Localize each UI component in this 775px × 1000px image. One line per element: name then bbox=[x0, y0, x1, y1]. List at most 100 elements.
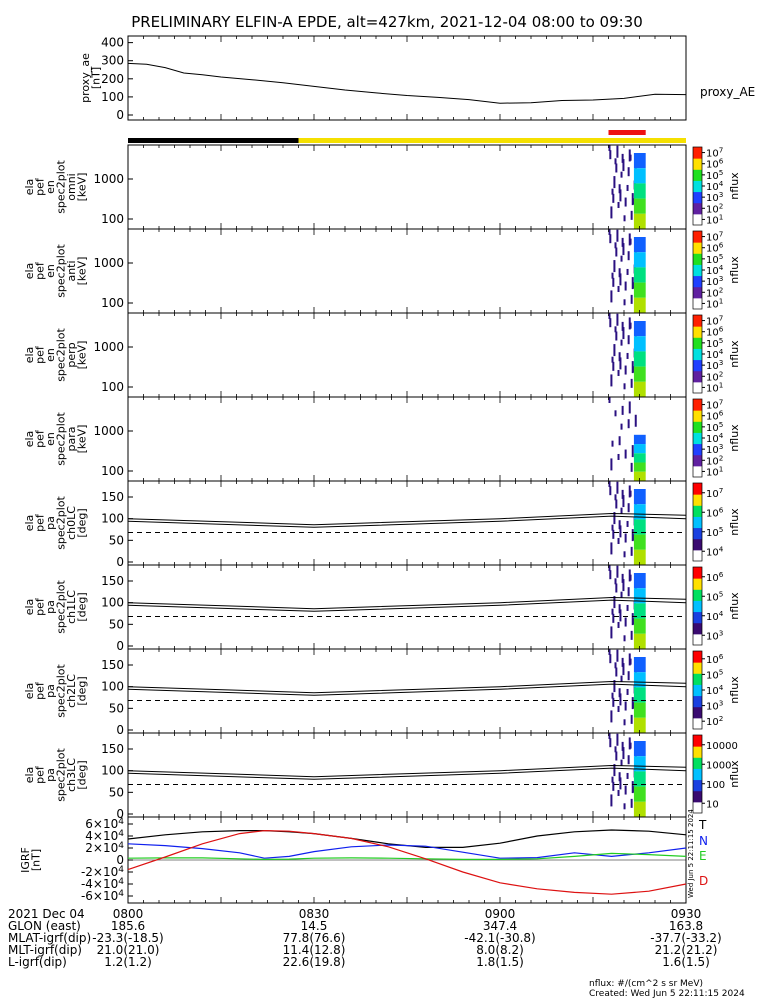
energy-spec-panel-1-pixel bbox=[629, 154, 632, 161]
pitch-spec-panel-2-pixel bbox=[615, 583, 618, 593]
pitch-spec-panel-4-pixel bbox=[608, 733, 611, 739]
energy-spec-panel-1-pixel bbox=[627, 167, 630, 177]
energy-spec-panel-4-pixel bbox=[608, 397, 611, 403]
energy-spec-panel-4-ytick-label: 100 bbox=[101, 464, 124, 478]
energy-spec-panel-4-cbar-band bbox=[693, 399, 702, 411]
energy-spec-panel-2-cbar-band bbox=[693, 275, 702, 288]
pitch-spec-panel-2-pixel bbox=[622, 579, 625, 592]
pitch-spec-panel-4-ytick-label: 50 bbox=[109, 785, 124, 799]
pitch-spec-panel-4-cbar-tick-label: 100 bbox=[706, 780, 725, 791]
pitch-spec-panel-2-pixel bbox=[611, 608, 614, 615]
energy-spec-panel-2-flux-band bbox=[633, 252, 646, 268]
energy-spec-panel-2-flux-band bbox=[633, 282, 646, 298]
energy-spec-panel-1-pixel bbox=[608, 145, 611, 151]
pitch-spec-panel-4-flux-band bbox=[633, 801, 646, 817]
energy-spec-panel-3-pixel bbox=[616, 313, 619, 326]
proxy-ae-line bbox=[127, 62, 687, 104]
energy-spec-panel-1-cbar-band bbox=[693, 169, 702, 181]
energy-spec-panel-3-flux-band bbox=[633, 366, 646, 382]
energy-spec-panel-1-flux-band bbox=[633, 168, 646, 184]
pitch-spec-panel-4-pixel bbox=[618, 772, 621, 782]
energy-spec-panel-4-pixel bbox=[624, 449, 627, 459]
energy-spec-panel-1-pixel bbox=[630, 210, 633, 220]
pitch-spec-panel-1-ylabel-line: spec2plot bbox=[54, 496, 67, 550]
energy-spec-panel-4-pixel bbox=[610, 458, 613, 471]
energy-spec-panel-3-cbar-band bbox=[693, 359, 702, 372]
energy-spec-panel-1-flux-band bbox=[633, 198, 646, 214]
pitch-spec-panel-3-pixel bbox=[630, 714, 633, 724]
pitch-spec-panel-4-cbar-band bbox=[693, 790, 702, 803]
energy-spec-panel-2-ytick-label: 100 bbox=[101, 296, 124, 310]
energy-spec-panel-1-ylabel-line: en bbox=[44, 180, 57, 194]
pitch-spec-panel-3-loss-cone-upper bbox=[127, 680, 687, 694]
energy-spec-panel-1-cbar-band bbox=[693, 158, 702, 170]
igrf-series-E bbox=[127, 852, 687, 861]
pitch-spec-panel-3-ytick-label: 0 bbox=[116, 723, 124, 737]
pitch-spec-panel-1-frame bbox=[127, 480, 687, 566]
pitch-spec-panel-4-ytick-label: 100 bbox=[101, 764, 124, 778]
energy-spec-panel-2-pixel bbox=[623, 299, 626, 306]
footer-row-value: 21.2(21.2) bbox=[655, 943, 718, 957]
side-stamp: Wed Jun 5 22:11:15 2024 bbox=[687, 809, 695, 898]
pitch-spec-panel-1-loss-cone-upper bbox=[127, 512, 687, 526]
energy-spec-panel-2-pixel bbox=[611, 272, 614, 279]
energy-spec-panel-1-pixel bbox=[615, 163, 618, 173]
pitch-spec-panel-3-loss-cone-lower bbox=[127, 683, 687, 696]
pitch-spec-panel-2-cbar-band bbox=[693, 578, 702, 590]
energy-spec-panel-2-pixel bbox=[618, 268, 621, 278]
pitch-spec-panel-4-ylabel-line: pa bbox=[44, 768, 57, 782]
pitch-spec-panel-2-pixel bbox=[616, 565, 619, 578]
energy-spec-panel-3-pixel bbox=[615, 331, 618, 341]
pitch-spec-panel-3-pixel bbox=[621, 657, 624, 667]
energy-spec-panel-2-pixel bbox=[630, 294, 633, 304]
energy-spec-panel-1-cbar-band bbox=[693, 180, 702, 193]
energy-spec-panel-3-pixel bbox=[614, 326, 617, 333]
igrf-series-D bbox=[127, 829, 687, 895]
pitch-spec-panel-2-cbar-band bbox=[693, 622, 702, 635]
pitch-spec-panel-3-ylabel-line: ch2LC bbox=[65, 674, 78, 708]
ephemeris-footer: 2021 Dec 04 0800 0830 0900 0930 GLON (east) 18… bbox=[8, 907, 745, 999]
energy-spec-panel-3-cbar-band bbox=[693, 381, 702, 394]
pitch-spec-panel-2-cbar-tick-label: 105 bbox=[706, 589, 723, 603]
energy-spec-panel-3-pixel bbox=[618, 352, 621, 362]
energy-spec-panel-1-ylabel-line: omni bbox=[65, 173, 78, 200]
footer-row-value: -42.1(-30.8) bbox=[464, 931, 535, 945]
proxy-ae-ytick-label: 100 bbox=[101, 90, 124, 104]
energy-spec-panel-2-pixel bbox=[614, 242, 617, 249]
pitch-spec-panel-1-flux-band bbox=[633, 504, 646, 520]
energy-spec-panel-2-ytick-label: 1000 bbox=[93, 256, 124, 270]
footer-row-value: 163.8 bbox=[669, 919, 703, 933]
energy-spec-panel-2-pixel bbox=[621, 237, 624, 247]
pitch-spec-panel-2-pixel bbox=[630, 630, 633, 640]
pitch-spec-panel-4-pixel bbox=[613, 764, 616, 777]
energy-spec-panel-3-flux-band bbox=[633, 381, 646, 397]
energy-spec-panel-3-pixel bbox=[612, 361, 615, 371]
pitch-spec-panel-4-cbar-band bbox=[693, 779, 702, 792]
pitch-spec-panel-2-ylabel-line: [deg] bbox=[75, 592, 88, 621]
pitch-spec-panel-4-cbar-tick-label: 10 bbox=[706, 799, 719, 810]
energy-spec-panel-4-cbar-title-text: nflux bbox=[728, 424, 741, 452]
pitch-spec-panel-3-flux-band bbox=[633, 717, 646, 733]
pitch-spec-panel-1-pixel bbox=[610, 542, 613, 555]
pitch-spec-panel-1-pixel bbox=[620, 507, 623, 514]
energy-spec-panel-2-cbar-band bbox=[693, 253, 702, 265]
pitch-spec-panel-1-pixel bbox=[609, 486, 612, 496]
energy-spec-panel-2-ylabel-line: pef bbox=[33, 261, 46, 280]
energy-spec-panel-2-pixel bbox=[610, 290, 613, 303]
pitch-spec-panel-3-pixel bbox=[620, 675, 623, 682]
energy-spec-panel-4-cbar-band bbox=[693, 410, 702, 422]
pitch-spec-panel-4-ytick-label: 150 bbox=[101, 742, 124, 756]
pitch-spec-panel-4-cbar-band bbox=[693, 768, 702, 781]
pitch-spec-panel-2-cbar-title-text: nflux bbox=[728, 592, 741, 620]
energy-spec-panel-4-pixel bbox=[631, 445, 634, 458]
pitch-spec-panel-4-pixel bbox=[630, 798, 633, 808]
pitch-spec-panel-1-cbar-band bbox=[693, 549, 702, 562]
energy-spec-panel-1-pixel bbox=[618, 184, 621, 194]
pitch-spec-panel-1-pixel bbox=[611, 524, 614, 531]
energy-spec-panel-1-pixel bbox=[621, 153, 624, 163]
energy-spec-panel-4-ylabel-line: pef bbox=[33, 429, 46, 448]
